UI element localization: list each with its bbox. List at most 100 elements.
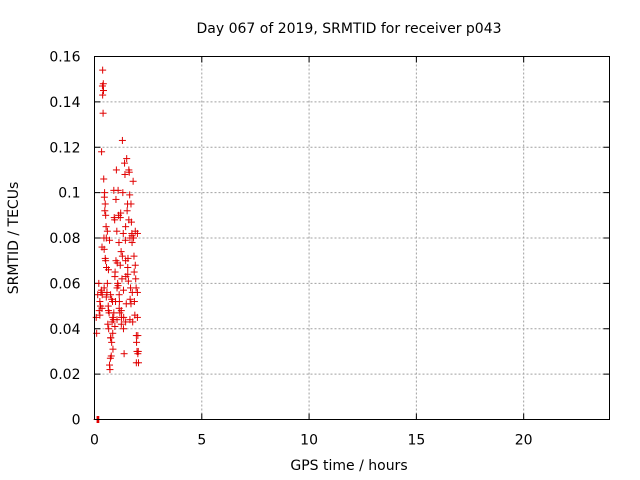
data-point [118,252,126,260]
data-point [133,338,141,346]
data-point [106,366,114,374]
y-tick-label: 0.14 [49,95,80,111]
data-point [109,345,117,353]
data-point [92,313,100,321]
data-point [121,236,129,244]
data-point [126,295,134,303]
data-point [102,211,110,219]
data-point [125,168,133,176]
data-point [122,318,130,326]
data-point [103,279,111,287]
y-tick-label: 0.04 [49,322,80,338]
data-point [103,288,111,296]
x-tick-label: 5 [197,433,206,449]
data-point [100,175,108,183]
data-point [114,282,122,290]
data-point [114,186,122,194]
data-point [104,320,112,328]
data-point [123,207,131,215]
data-point [113,316,121,324]
data-point [118,136,126,144]
data-point [133,313,141,321]
data-point [98,148,106,156]
data-point [119,229,127,237]
data-point [105,325,113,333]
data-point [132,275,140,283]
x-tick-label: 0 [90,433,99,449]
data-point [131,261,139,269]
data-point [102,223,110,231]
data-point [112,166,120,174]
data-point [132,359,140,367]
data-point [124,277,132,285]
y-tick-label: 0.16 [49,50,80,66]
data-point [130,252,138,260]
data-point [110,309,118,317]
x-tick-label: 20 [515,433,533,449]
data-point [111,322,119,330]
data-point [127,300,135,308]
data-point [99,80,107,88]
data-point [124,254,132,262]
data-point [121,159,129,167]
data-point [100,245,108,253]
data-point [103,227,111,235]
data-point [95,279,103,287]
data-point [106,236,114,244]
data-point [121,170,129,178]
data-point [100,284,108,292]
data-point [100,87,108,95]
data-point [112,257,120,265]
data-point [122,223,130,231]
data-point [133,229,141,237]
data-point [115,298,123,306]
y-tick-label: 0.1 [58,186,80,202]
data-point [124,270,132,278]
data-point [118,275,126,283]
data-point [133,288,141,296]
data-point [116,261,124,269]
data-point [96,311,104,319]
data-point [130,234,138,242]
chart-title: Day 067 of 2019, SRMTID for receiver p04… [196,21,501,37]
data-point [117,209,125,217]
y-tick-label: 0.08 [49,231,80,247]
data-point [107,334,115,342]
data-point [111,268,119,276]
axis-ticks: 0 5 10 15 20 0 0.02 0.04 0.06 0.08 0.1 0.12 0.14 0.16 [49,50,610,449]
data-point [108,295,116,303]
data-point [126,191,134,199]
data-point [127,200,135,208]
data-point [125,216,133,224]
data-point [124,263,132,271]
data-point [99,66,107,74]
data-point [134,347,142,355]
data-point [96,298,104,306]
data-point [123,155,131,163]
data-point [101,189,109,197]
data-point [102,293,110,301]
data-point [109,329,117,337]
data-point [115,304,123,312]
data-point [99,91,107,99]
data-point [104,307,112,315]
data-point [115,291,123,299]
y-axis-label: SRMTID / TECUs [6,182,22,295]
y-tick-label: 0.12 [49,140,80,156]
y-tick-label: 0.02 [49,367,80,383]
y-tick-label: 0.06 [49,276,80,292]
data-point [130,268,138,276]
data-point [119,325,127,333]
data-point [107,291,115,299]
data-point [104,266,112,274]
data-point [102,257,110,265]
data-point [101,200,109,208]
plot-frame [94,56,610,420]
data-points [92,66,142,423]
data-point [108,338,116,346]
data-point [101,207,109,215]
data-point [98,291,106,299]
data-point [128,239,136,247]
data-point [107,352,115,360]
